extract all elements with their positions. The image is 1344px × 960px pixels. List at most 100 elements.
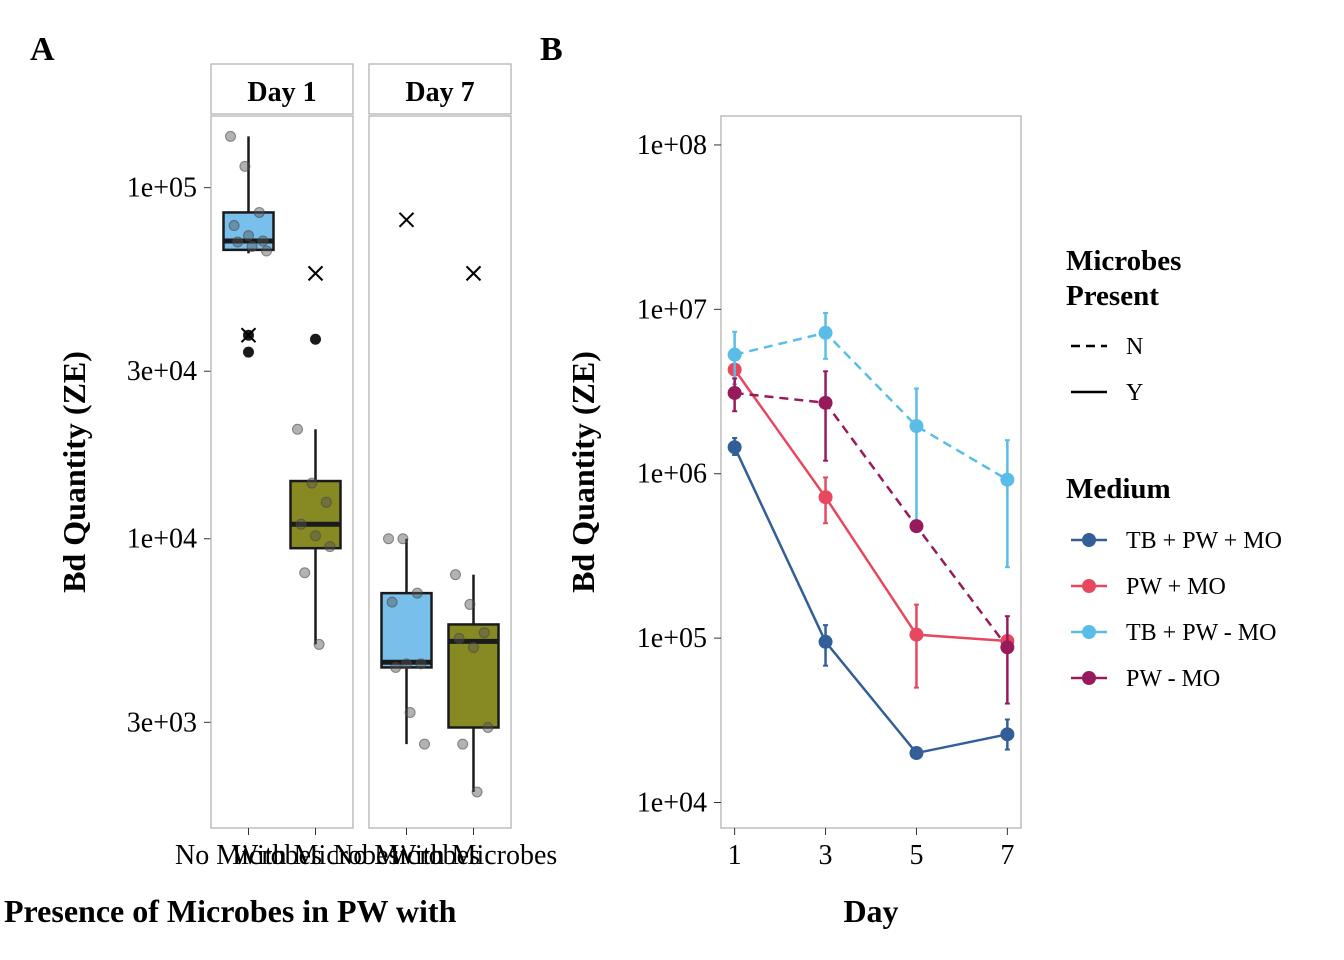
mean-marker: [240, 327, 257, 343]
mean-marker-stroke: [240, 327, 257, 343]
facet-strip-label: Day 1: [247, 77, 316, 108]
legend-title-medium: Medium: [1066, 473, 1171, 505]
jitter-data-point: [310, 530, 321, 542]
series-tb-pw-mo: [727, 436, 1015, 761]
x-axis-title-a: Presence of Microbes in PW with: [4, 893, 457, 929]
y-tick-label-b: 1e+04: [637, 788, 707, 819]
box-outlier-point: [310, 333, 321, 345]
mean-marker-stroke: [307, 265, 324, 282]
data-point: [1000, 640, 1015, 655]
y-tick-label-a: 1e+05: [127, 173, 197, 204]
data-point: [1000, 472, 1015, 487]
legend-key-point: [1082, 533, 1096, 547]
jitter-data-point: [246, 240, 258, 252]
y-tick-label-b: 1e+07: [637, 294, 707, 325]
x-axis-title-b: Day: [843, 893, 898, 929]
jitter-data-point: [453, 632, 465, 644]
series-line-pw-mo: [733, 368, 1008, 643]
y-tick-label-a: 3e+03: [127, 707, 197, 738]
jitter-data-point: [404, 706, 416, 718]
y-tick-label-b: 1e+05: [637, 623, 707, 654]
mean-marker-stroke: [465, 265, 482, 282]
jitter-data-point: [239, 160, 251, 172]
data-point: [818, 395, 833, 410]
data-point: [818, 490, 833, 505]
jitter-data-point: [450, 569, 461, 581]
data-point: [727, 347, 742, 362]
jitter-data-point: [386, 596, 398, 608]
mean-marker: [398, 212, 415, 228]
jitter-data-point: [299, 567, 311, 579]
legend-label-linetype: Y: [1126, 380, 1143, 406]
jitter-data-point: [464, 598, 476, 610]
legend-label-medium: PW + MO: [1126, 574, 1226, 600]
jitter-data-point: [383, 533, 394, 545]
panel-b-lineplot: 1e+04 1e+05 1e+06 1e+07 1e+08 1 3 5 7 Bd Quantity…: [565, 115, 1282, 929]
jitter-data-point: [292, 423, 303, 435]
data-point: [727, 440, 742, 455]
data-point: [1000, 727, 1015, 742]
series-line-pw-mo: [734, 391, 1009, 649]
x-tick-label-a: No Microbes: [333, 840, 480, 871]
legend-label-medium: PW - MO: [1126, 666, 1220, 692]
box-outlier-point: [243, 346, 254, 358]
y-axis-title-a: Bd Quantity (ZE): [56, 351, 92, 593]
data-point: [909, 746, 924, 761]
legend-medium: Medium TB + PW + MO PW + MO TB + PW - MO PW …: [1066, 473, 1282, 692]
x-tick-label-b: 7: [1000, 840, 1014, 871]
jitter-data-point: [390, 661, 402, 673]
legend-key-point: [1082, 671, 1096, 685]
x-tick-label-a: With Microbes: [232, 840, 400, 871]
jitter-data-point: [232, 236, 244, 248]
mean-marker: [307, 265, 324, 282]
jitter-data-point: [482, 721, 494, 733]
series-pw-mo: [727, 370, 1015, 705]
legend-key-point: [1082, 625, 1096, 639]
y-tick-label-b: 1e+08: [637, 130, 707, 161]
jitter-data-point: [243, 230, 254, 242]
jitter-data-point: [478, 627, 490, 639]
x-tick-label-b: 5: [909, 840, 923, 871]
box-iqr-with-microbes: [289, 479, 342, 550]
y-tick-label-a: 1e+04: [127, 524, 197, 555]
panel-label-b: B: [540, 31, 563, 68]
jitter-data-point: [306, 477, 318, 489]
jitter-data-point: [228, 220, 240, 232]
legend-title-microbes-present: Present: [1066, 280, 1159, 312]
jitter-data-point: [415, 658, 427, 670]
data-point: [909, 519, 924, 534]
jitter-data-point: [313, 638, 325, 650]
jitter-data-point: [261, 245, 272, 257]
series-tb-pw-mo: [727, 312, 1015, 569]
legend-label-medium: TB + PW + MO: [1126, 528, 1282, 554]
jitter-data-point: [324, 541, 336, 553]
facet-strip-label: Day 7: [405, 77, 474, 108]
data-point: [727, 385, 742, 400]
mean-marker: [465, 265, 482, 282]
jitter-data-point: [401, 658, 412, 670]
jitter-data-point: [253, 206, 265, 218]
x-tick-label-b: 3: [819, 840, 833, 871]
jitter-data-point: [257, 235, 269, 247]
plot-panel-border: [720, 115, 1022, 829]
panel-label-a: A: [30, 31, 55, 68]
box-iqr-no-microbes: [380, 591, 433, 669]
jitter-data-point: [471, 786, 483, 798]
jitter-data-point: [457, 738, 469, 750]
series-line-tb-pw-mo: [733, 446, 1008, 755]
x-tick-label-a: With Microbes: [390, 840, 558, 871]
jitter-data-point: [411, 587, 423, 599]
facet-strip: [368, 63, 512, 115]
series-line-tb-pw-mo: [734, 331, 1008, 481]
data-point: [909, 627, 924, 642]
jitter-data-point: [320, 496, 332, 508]
x-tick-label-a: No Microbes: [175, 840, 322, 871]
x-tick-label-b: 1: [728, 840, 742, 871]
jitter-data-point: [419, 738, 430, 750]
legend-label-medium: TB + PW - MO: [1126, 620, 1276, 646]
facet-panel-border: [368, 115, 512, 829]
facet-panel-border: [210, 115, 354, 829]
